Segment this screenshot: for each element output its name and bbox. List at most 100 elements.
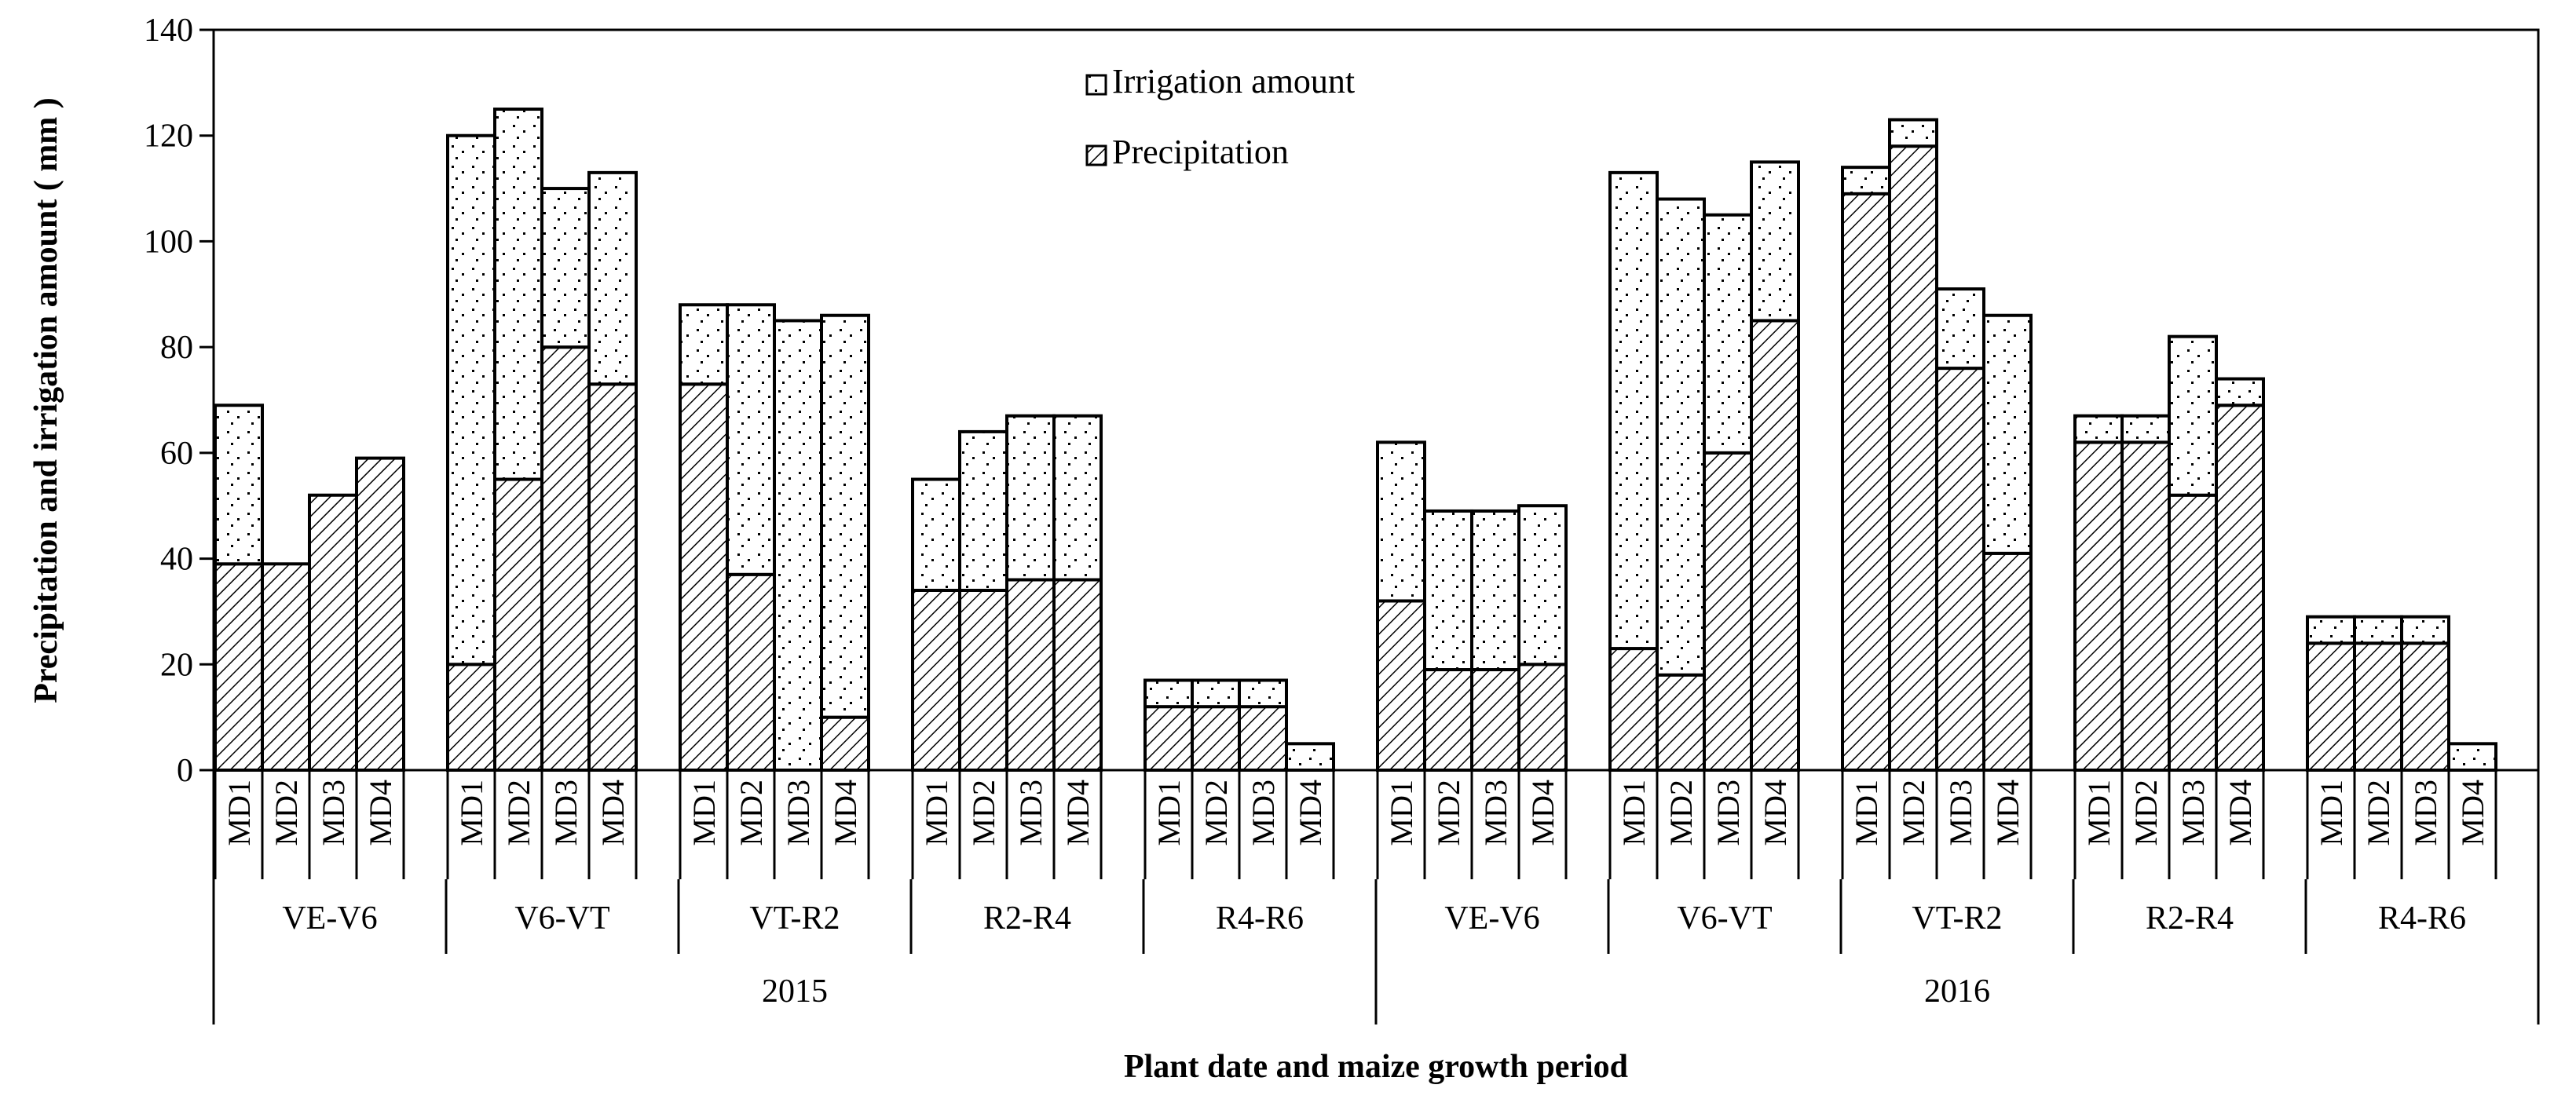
bar-irrigation — [1888, 118, 1938, 148]
x-category-label: MD3 — [2175, 780, 2211, 846]
bar-irrigation — [2353, 615, 2403, 645]
legend-label-irrigation: Irrigation amount — [1112, 62, 1355, 100]
bar-precipitation — [493, 477, 543, 772]
bar-precipitation — [261, 562, 311, 772]
bar-irrigation — [1656, 197, 1706, 677]
x-period-label: R4-R6 — [2378, 900, 2466, 937]
y-tick-label: 60 — [160, 436, 193, 472]
x-category-label: MD1 — [2314, 780, 2349, 846]
x-category-label: MD4 — [595, 780, 631, 846]
x-year-label: 2016 — [1924, 973, 1990, 1010]
bar-irrigation — [1052, 414, 1103, 582]
x-category-label: MD3 — [316, 780, 351, 846]
bar-precipitation — [1517, 663, 1568, 772]
x-category-label: MD2 — [2361, 780, 2396, 846]
bar-precipitation — [2120, 440, 2171, 772]
bars-layer — [214, 108, 2497, 772]
x-axis-title: Plant date and maize growth period — [1124, 1049, 1628, 1085]
y-tick-label: 100 — [144, 224, 193, 260]
x-category-label: MD4 — [2223, 780, 2258, 846]
bar-precipitation — [1052, 578, 1103, 772]
x-category-label: MD3 — [1013, 780, 1048, 846]
bar-precipitation — [1888, 144, 1938, 772]
x-category-label: MD2 — [966, 780, 1001, 846]
bar-irrigation — [2215, 377, 2265, 407]
bar-precipitation — [679, 382, 729, 772]
bar-irrigation — [587, 170, 638, 386]
x-category-label: MD2 — [269, 780, 304, 846]
x-category-label: MD1 — [686, 780, 722, 846]
bar-precipitation — [308, 493, 358, 772]
legend: Irrigation amount Precipitation — [1085, 62, 1355, 171]
x-category-label: MD3 — [781, 780, 816, 846]
x-year-label: 2015 — [762, 973, 828, 1010]
bar-precipitation — [214, 562, 264, 772]
bar-precipitation — [540, 345, 591, 772]
x-category-label: MD2 — [501, 780, 536, 846]
x-category-label: MD1 — [221, 780, 257, 846]
bar-irrigation — [1191, 678, 1241, 709]
x-category-label: MD2 — [1663, 780, 1699, 846]
bar-precipitation — [1470, 668, 1520, 772]
x-period-label: VT-R2 — [749, 900, 840, 937]
bar-irrigation — [2400, 615, 2450, 645]
bar-precipitation — [1376, 599, 1426, 772]
x-axis: MD1 MD2 MD3 MD4 MD1 MD2 MD3 MD4 MD1 MD2 MD3 MD4 MD1 M… — [212, 770, 2540, 1024]
bar-irrigation — [773, 319, 823, 772]
x-period-label: R4-R6 — [1216, 900, 1304, 937]
bar-irrigation — [1143, 678, 1194, 709]
bar-precipitation — [1750, 319, 1800, 772]
x-category-label: MD4 — [1293, 780, 1328, 846]
legend-label-precipitation: Precipitation — [1112, 133, 1289, 171]
bar-irrigation — [1005, 414, 1056, 582]
bar-irrigation — [493, 108, 543, 481]
bar-precipitation — [2215, 404, 2265, 772]
bar-irrigation — [2447, 742, 2497, 772]
x-period-label: R2-R4 — [983, 900, 1071, 937]
bar-precipitation — [1703, 451, 1753, 772]
bar-irrigation — [911, 477, 961, 592]
x-category-label: MD3 — [1943, 780, 1978, 846]
x-category-label: MD2 — [2128, 780, 2164, 846]
x-category-label: MD2 — [1431, 780, 1466, 846]
x-category-label: MD3 — [1246, 780, 1281, 846]
bar-irrigation — [1376, 440, 1426, 603]
x-category-label: MD1 — [1849, 780, 1884, 846]
bar-precipitation — [1656, 673, 1706, 772]
x-category-label: MD1 — [919, 780, 954, 846]
bar-precipitation — [2306, 641, 2356, 772]
bar-irrigation — [1982, 313, 2033, 555]
bar-irrigation — [1238, 678, 1288, 709]
bar-precipitation — [1238, 705, 1288, 772]
bar-precipitation — [2168, 493, 2218, 772]
bar-irrigation — [446, 133, 496, 667]
x-category-label: MD2 — [1198, 780, 1234, 846]
x-period-label: V6-VT — [514, 900, 609, 937]
bar-precipitation — [2353, 641, 2403, 772]
x-category-label: MD3 — [2408, 780, 2443, 846]
bar-irrigation — [2168, 334, 2218, 497]
legend-swatch-precipitation — [1085, 144, 1107, 166]
bar-precipitation — [820, 715, 870, 772]
bar-irrigation — [540, 187, 591, 349]
y-tick-label: 80 — [160, 330, 193, 366]
x-category-label: MD4 — [1525, 780, 1561, 846]
x-period-label: V6-VT — [1677, 900, 1772, 937]
x-category-label: MD4 — [828, 780, 863, 846]
bar-precipitation — [1935, 367, 1985, 772]
bar-precipitation — [1608, 647, 1659, 772]
x-category-label: MD1 — [1151, 780, 1187, 846]
x-category-label: MD3 — [1711, 780, 1746, 846]
x-category-label: MD1 — [1616, 780, 1652, 846]
x-category-label: MD1 — [2081, 780, 2117, 846]
bar-precipitation — [1191, 705, 1241, 772]
bar-precipitation — [587, 382, 638, 772]
x-category-label: MD3 — [1478, 780, 1513, 846]
bar-precipitation — [911, 588, 961, 772]
x-category-label: MD4 — [1758, 780, 1793, 846]
bar-precipitation — [1982, 551, 2033, 772]
x-category-label: MD4 — [363, 780, 398, 846]
x-category-label: MD3 — [548, 780, 584, 846]
x-category-label: MD4 — [1060, 780, 1096, 846]
